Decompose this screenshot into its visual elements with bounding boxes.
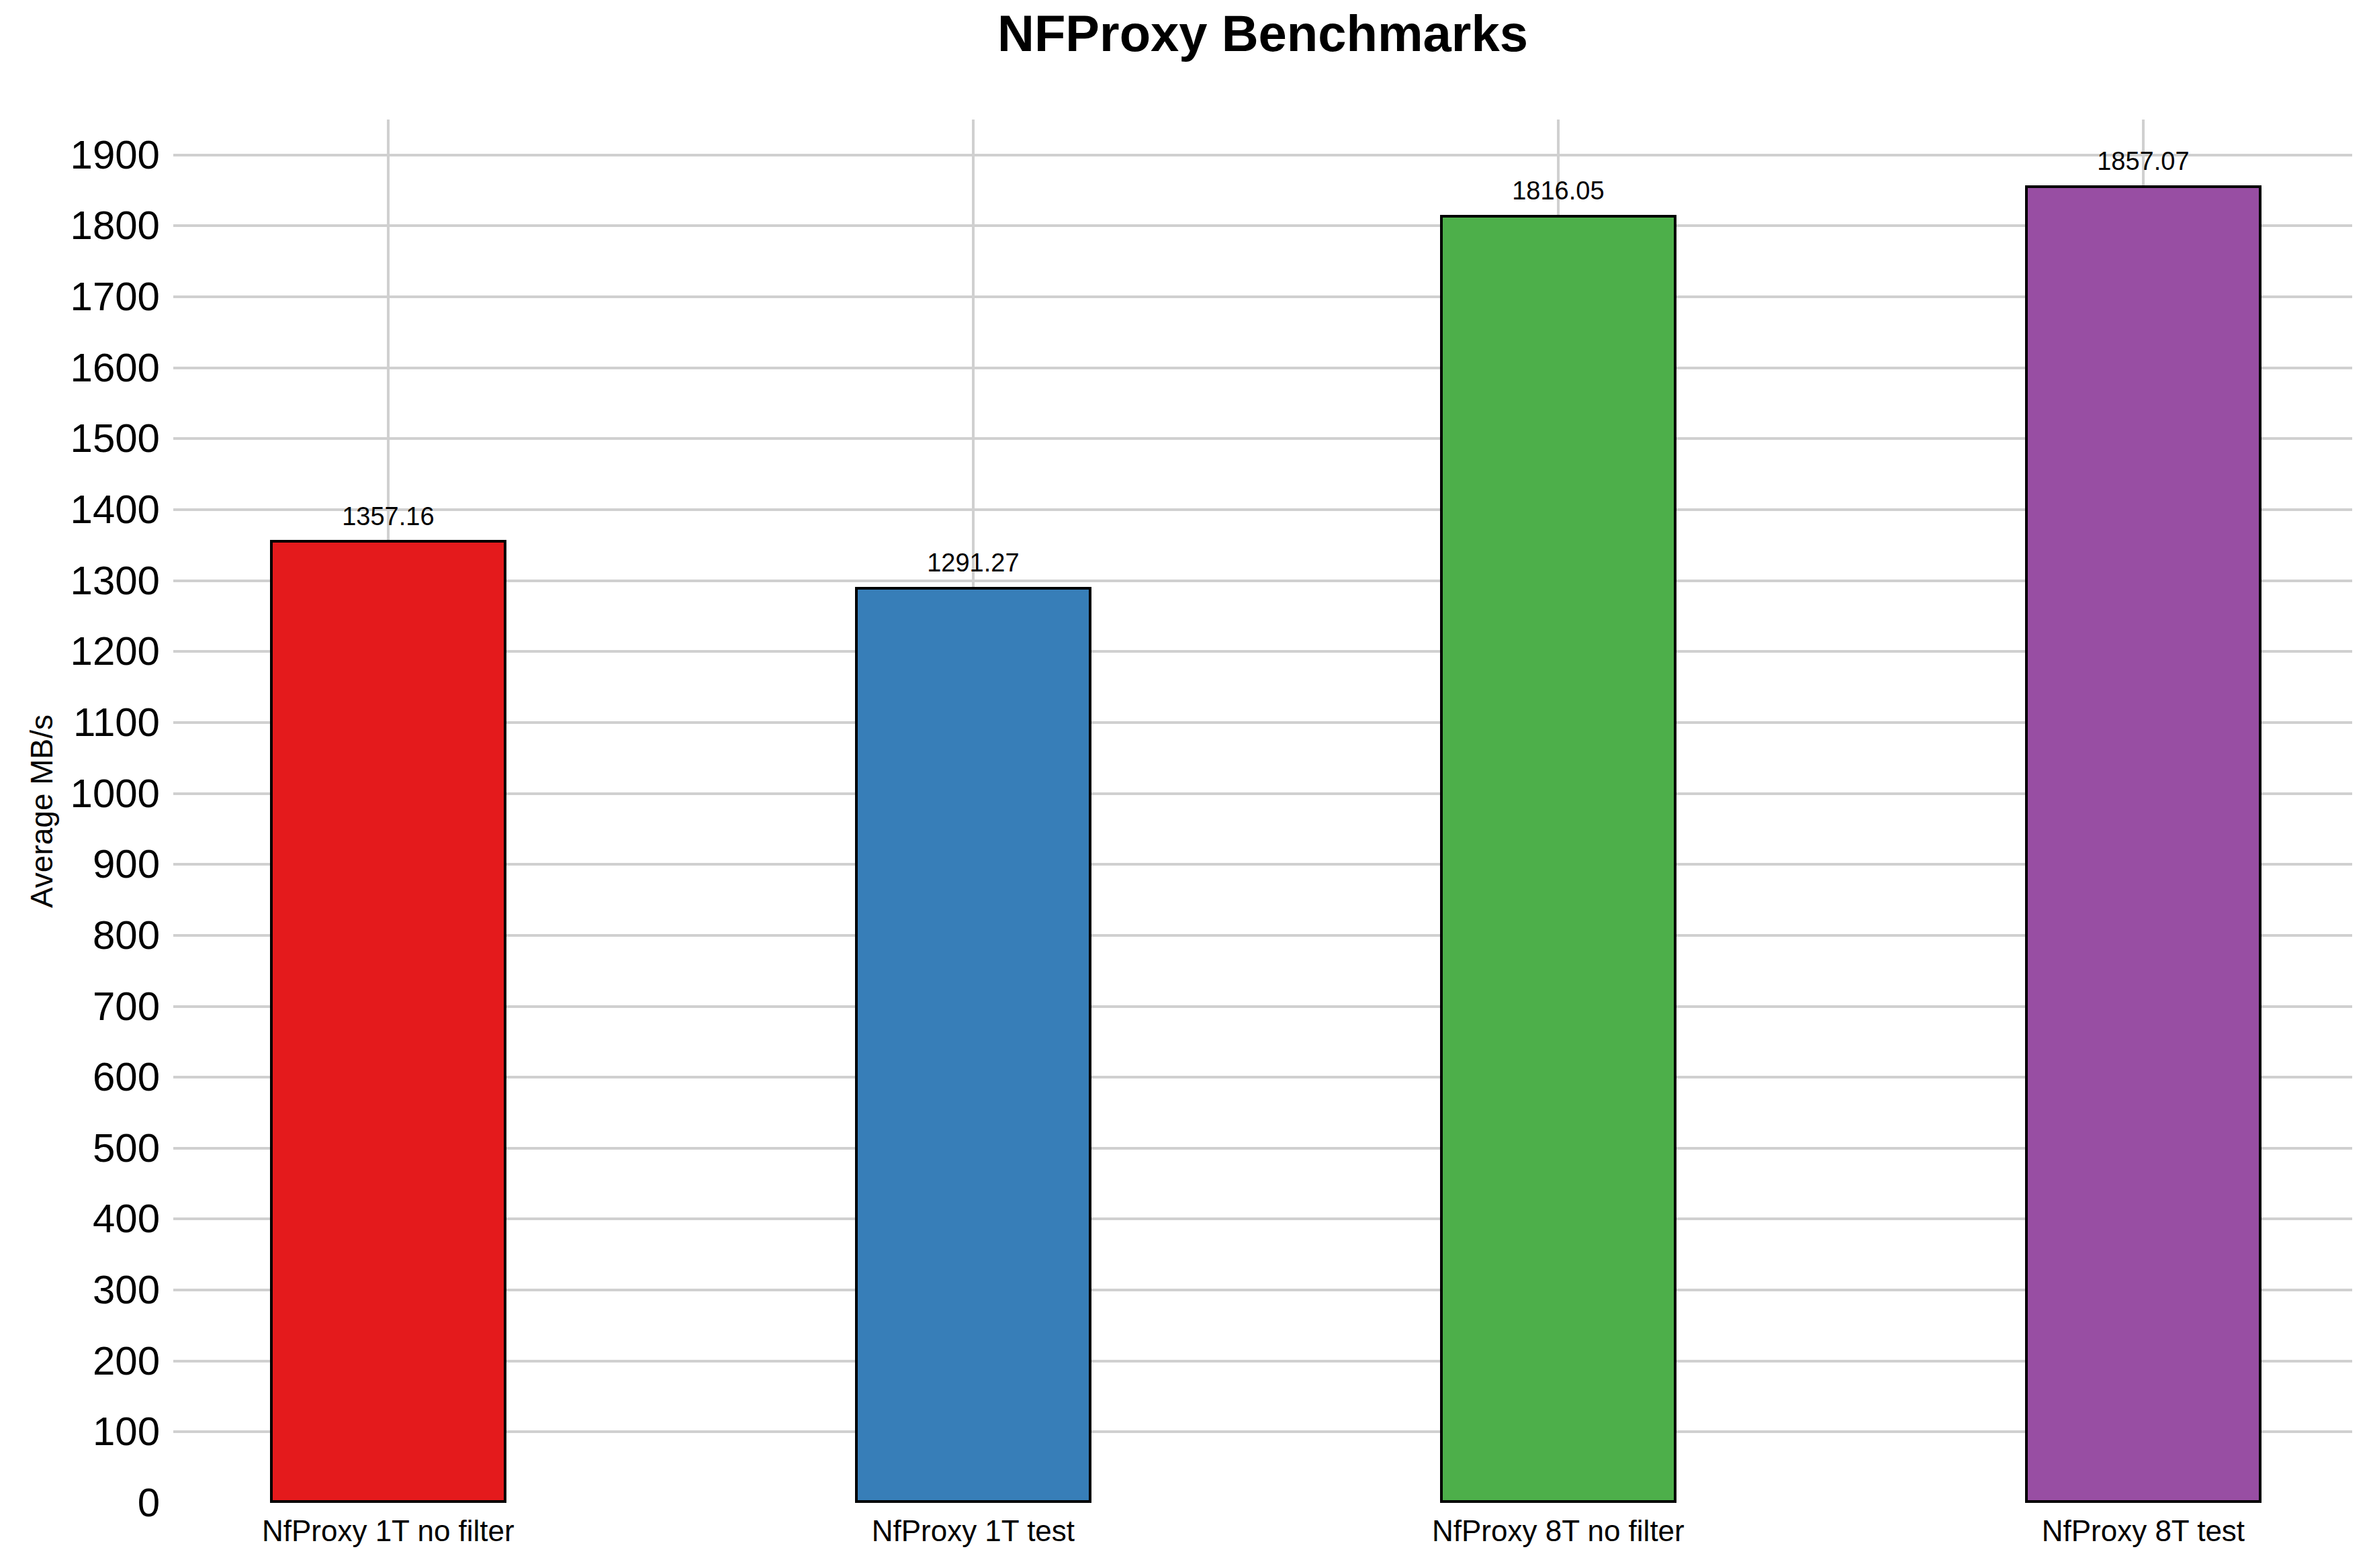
y-tick-label: 1300 [0, 557, 160, 604]
y-tick-label: 1200 [0, 628, 160, 675]
y-tick-label: 1600 [0, 344, 160, 391]
x-tick-label: NfProxy 8T no filter [1357, 1515, 1760, 1547]
y-tick-label: 400 [0, 1195, 160, 1242]
bar-value-label: 1857.07 [1975, 148, 2311, 176]
y-tick-label: 1100 [0, 699, 160, 746]
chart-title: NFProxy Benchmarks [173, 4, 2352, 62]
bar [855, 587, 1091, 1503]
y-tick-label: 600 [0, 1054, 160, 1101]
y-tick-label: 0 [0, 1479, 160, 1526]
y-tick-label: 1400 [0, 486, 160, 533]
y-tick-label: 300 [0, 1266, 160, 1313]
chart-root: NFProxy Benchmarks Average MB/s 01002003… [0, 0, 2373, 1568]
y-tick-label: 900 [0, 841, 160, 888]
x-tick-label: NfProxy 8T test [1942, 1515, 2345, 1547]
y-tick-label: 700 [0, 983, 160, 1030]
bar [270, 540, 506, 1503]
y-tick-label: 200 [0, 1338, 160, 1385]
bar-value-label: 1357.16 [220, 503, 556, 531]
y-tick-label: 1000 [0, 770, 160, 817]
bar-value-label: 1816.05 [1390, 177, 1726, 205]
y-tick-label: 100 [0, 1408, 160, 1455]
y-tick-label: 1500 [0, 415, 160, 462]
bar [1440, 215, 1676, 1503]
y-tick-label: 800 [0, 912, 160, 959]
y-tick-label: 1900 [0, 132, 160, 179]
y-tick-label: 500 [0, 1125, 160, 1172]
y-tick-label: 1800 [0, 202, 160, 249]
bar-value-label: 1291.27 [805, 549, 1141, 578]
y-tick-label: 1700 [0, 273, 160, 320]
plot-area: 1357.16 1291.27 1816.05 1857.07 [173, 120, 2352, 1503]
x-tick-label: NfProxy 1T no filter [187, 1515, 590, 1547]
bar [2025, 185, 2262, 1503]
x-tick-label: NfProxy 1T test [772, 1515, 1175, 1547]
